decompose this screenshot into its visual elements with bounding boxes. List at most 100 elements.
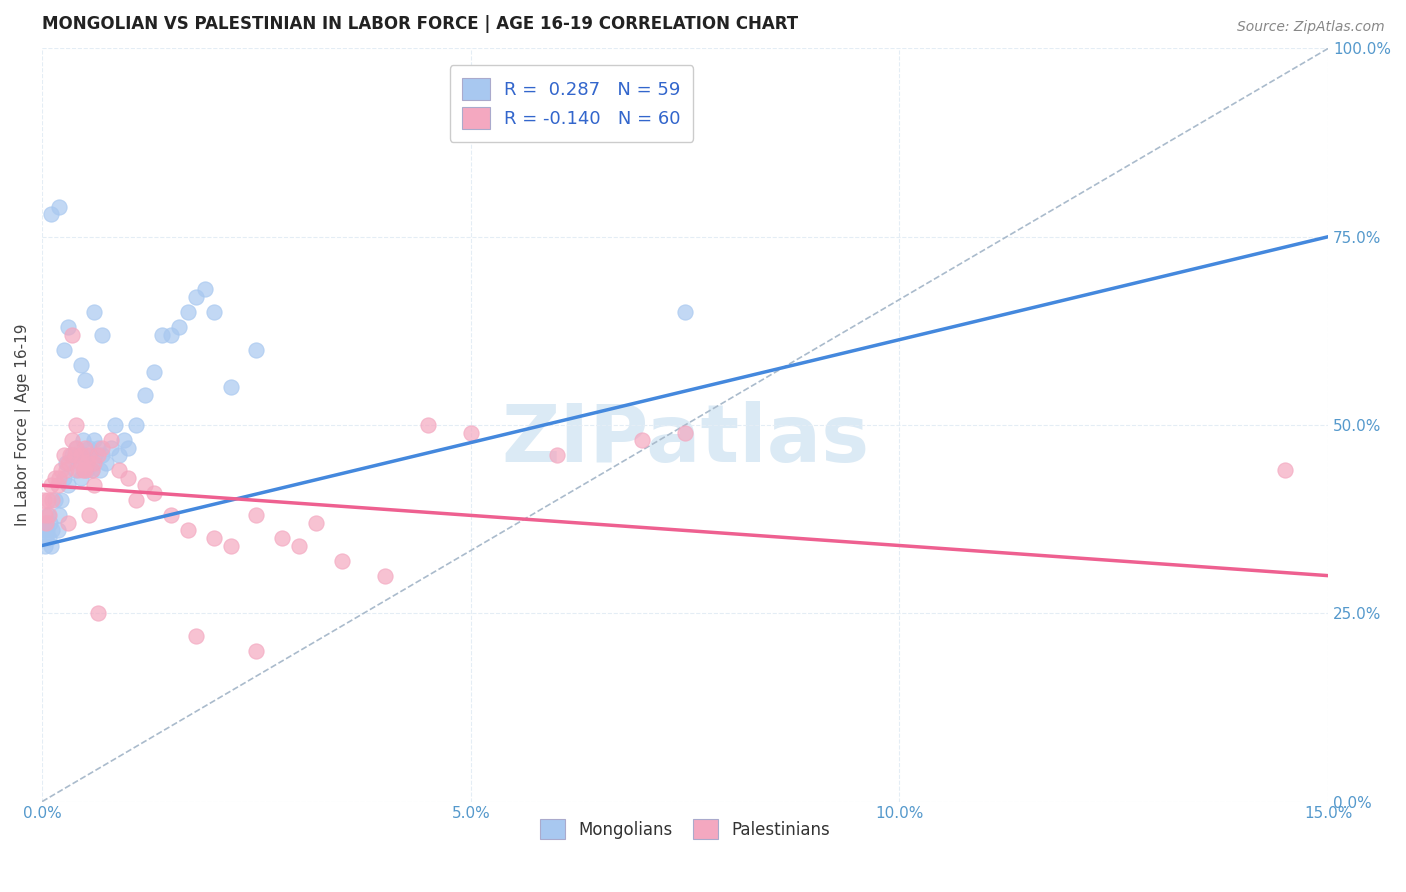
Point bbox=[186, 629, 208, 643]
Point bbox=[38, 508, 60, 523]
Text: Source: ZipAtlas.com: Source: ZipAtlas.com bbox=[1237, 20, 1385, 34]
Point bbox=[67, 463, 90, 477]
Point bbox=[91, 441, 114, 455]
Y-axis label: In Labor Force | Age 16-19: In Labor Force | Age 16-19 bbox=[15, 324, 31, 526]
Point bbox=[142, 485, 165, 500]
Point bbox=[83, 433, 105, 447]
Point bbox=[245, 644, 267, 658]
Point bbox=[460, 425, 482, 440]
Point bbox=[73, 448, 96, 462]
Point bbox=[125, 493, 148, 508]
Point bbox=[330, 553, 353, 567]
Point bbox=[55, 456, 77, 470]
Point bbox=[83, 478, 105, 492]
Point bbox=[37, 508, 59, 523]
Point bbox=[305, 516, 328, 530]
Text: MONGOLIAN VS PALESTINIAN IN LABOR FORCE | AGE 16-19 CORRELATION CHART: MONGOLIAN VS PALESTINIAN IN LABOR FORCE … bbox=[42, 15, 799, 33]
Point bbox=[38, 531, 60, 545]
Point bbox=[34, 516, 56, 530]
Point bbox=[73, 373, 96, 387]
Point bbox=[32, 524, 55, 538]
Point bbox=[49, 493, 72, 508]
Point bbox=[245, 508, 267, 523]
Point bbox=[108, 463, 131, 477]
Point bbox=[374, 568, 396, 582]
Point bbox=[56, 478, 79, 492]
Point bbox=[56, 456, 79, 470]
Point bbox=[134, 478, 156, 492]
Point bbox=[80, 463, 103, 477]
Point bbox=[38, 516, 60, 530]
Point bbox=[72, 463, 94, 477]
Point bbox=[117, 441, 139, 455]
Point bbox=[48, 508, 70, 523]
Point bbox=[80, 463, 103, 477]
Point bbox=[77, 441, 100, 455]
Point bbox=[177, 524, 200, 538]
Point bbox=[91, 448, 114, 462]
Point bbox=[87, 607, 110, 621]
Point bbox=[77, 448, 100, 462]
Point bbox=[219, 380, 242, 394]
Point bbox=[150, 327, 173, 342]
Point bbox=[91, 327, 114, 342]
Point bbox=[84, 448, 107, 462]
Point bbox=[73, 441, 96, 455]
Point bbox=[219, 539, 242, 553]
Point bbox=[89, 463, 111, 477]
Point bbox=[48, 471, 70, 485]
Point bbox=[169, 320, 191, 334]
Point bbox=[39, 478, 62, 492]
Point bbox=[35, 516, 58, 530]
Point bbox=[35, 531, 58, 545]
Point bbox=[416, 417, 439, 432]
Point bbox=[69, 456, 91, 470]
Point bbox=[125, 417, 148, 432]
Point bbox=[142, 365, 165, 379]
Point bbox=[72, 433, 94, 447]
Point bbox=[37, 524, 59, 538]
Point bbox=[673, 425, 696, 440]
Point bbox=[41, 524, 63, 538]
Point bbox=[83, 456, 105, 470]
Point bbox=[56, 320, 79, 334]
Point bbox=[77, 508, 100, 523]
Point bbox=[46, 478, 69, 492]
Point bbox=[177, 305, 200, 319]
Point bbox=[87, 448, 110, 462]
Point bbox=[41, 493, 63, 508]
Point bbox=[65, 417, 87, 432]
Point bbox=[52, 343, 75, 357]
Point bbox=[39, 207, 62, 221]
Point bbox=[63, 463, 86, 477]
Point bbox=[546, 448, 568, 462]
Point bbox=[65, 441, 87, 455]
Point bbox=[44, 493, 66, 508]
Point bbox=[69, 448, 91, 462]
Point bbox=[1274, 463, 1296, 477]
Point bbox=[76, 463, 98, 477]
Point bbox=[34, 539, 56, 553]
Point bbox=[104, 417, 127, 432]
Point bbox=[186, 290, 208, 304]
Point bbox=[60, 433, 83, 447]
Point bbox=[117, 471, 139, 485]
Point bbox=[100, 433, 122, 447]
Point bbox=[55, 463, 77, 477]
Point bbox=[32, 493, 55, 508]
Point bbox=[67, 448, 90, 462]
Point bbox=[39, 539, 62, 553]
Point bbox=[631, 433, 654, 447]
Point bbox=[60, 327, 83, 342]
Point bbox=[56, 516, 79, 530]
Point bbox=[48, 200, 70, 214]
Point bbox=[134, 388, 156, 402]
Point bbox=[159, 327, 181, 342]
Point bbox=[34, 508, 56, 523]
Point bbox=[202, 305, 225, 319]
Point bbox=[245, 343, 267, 357]
Point bbox=[58, 448, 80, 462]
Point bbox=[271, 531, 294, 545]
Point bbox=[96, 456, 118, 470]
Point bbox=[194, 282, 217, 296]
